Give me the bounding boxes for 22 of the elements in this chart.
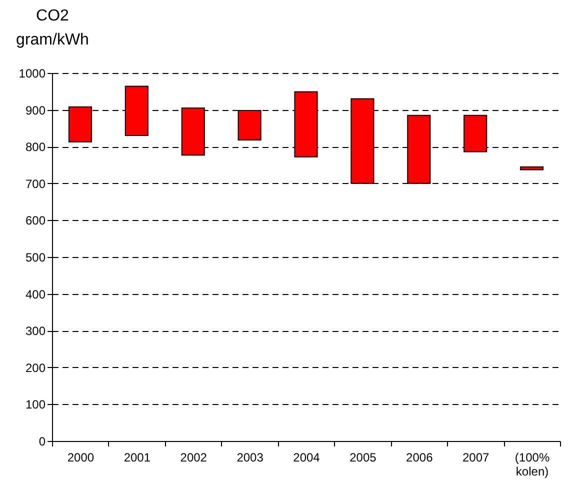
x-tick-label: 2000: [67, 450, 94, 464]
y-tick-label: 100: [25, 398, 46, 412]
y-tick-label: 200: [25, 360, 46, 375]
y-tick-label: 900: [25, 103, 46, 118]
y-tick-label: 0: [38, 434, 46, 448]
x-tick-label: 2002: [180, 450, 208, 464]
x-tick-label: 2006: [406, 450, 434, 464]
y-tick-label: 1000: [18, 66, 46, 80]
y-tick-label: 800: [25, 140, 46, 154]
x-tick-label: 2007: [462, 450, 490, 464]
x-tick-label: 2003: [236, 450, 264, 464]
x-tick-label: 2001: [124, 450, 151, 464]
y-tick-label: 400: [25, 287, 46, 302]
y-tick-label: 500: [25, 250, 46, 264]
x-tick-label: 2005: [350, 450, 377, 464]
y-tick-label: 300: [25, 324, 46, 338]
bar: [520, 166, 544, 170]
y-tick-label: 700: [25, 176, 46, 191]
x-tick-label: 2004: [293, 450, 320, 464]
y-tick-label: 600: [25, 214, 46, 228]
x-tick-label: (100% kolen): [514, 450, 550, 478]
y-axis-title: CO2 gram/kWh: [16, 8, 89, 48]
